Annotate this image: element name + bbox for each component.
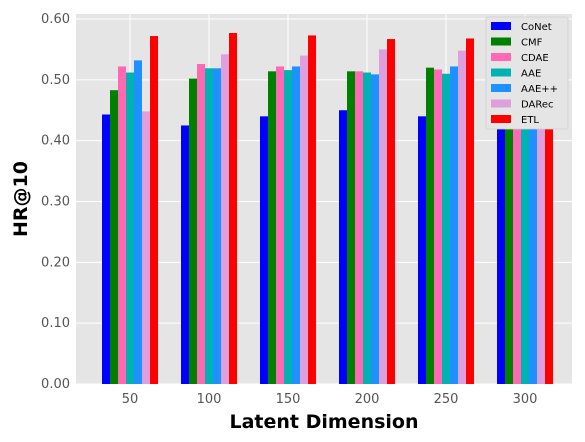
bar-aae-50 bbox=[126, 72, 134, 385]
bar-cdae-100 bbox=[197, 64, 205, 385]
bar-cdae-200 bbox=[355, 71, 363, 385]
bar-aae-150 bbox=[284, 70, 292, 384]
y-tick-label: 0.30 bbox=[41, 195, 70, 210]
x-tick-label: 200 bbox=[355, 392, 380, 407]
bar-cdae-250 bbox=[434, 69, 442, 384]
bar-etl-200 bbox=[387, 39, 395, 384]
bar-cmf-50 bbox=[110, 90, 118, 385]
x-tick-labels: 50 100 150 200 250 300 bbox=[122, 392, 538, 407]
bar-etl-150 bbox=[308, 35, 316, 385]
y-tick-label: 0.20 bbox=[41, 255, 70, 270]
bar-cmf-100 bbox=[189, 78, 197, 384]
legend-label: CMF bbox=[521, 38, 543, 49]
legend-swatch bbox=[491, 99, 511, 108]
bar-conet-100 bbox=[181, 125, 189, 384]
legend-label: ETL bbox=[521, 115, 539, 126]
y-tick-label: 0.00 bbox=[41, 377, 70, 392]
bar-aaeplusplus-200 bbox=[371, 74, 379, 384]
bars bbox=[102, 32, 553, 385]
bar-aaeplusplus-300 bbox=[529, 73, 537, 384]
y-axis-title: HR@10 bbox=[10, 161, 32, 237]
bar-aaeplusplus-250 bbox=[450, 66, 458, 384]
y-tick-label: 0.10 bbox=[41, 316, 70, 331]
bar-aae-250 bbox=[442, 73, 450, 384]
y-tick-label: 0.50 bbox=[41, 73, 70, 88]
bar-cmf-250 bbox=[426, 67, 434, 385]
legend-label: AAE bbox=[521, 69, 541, 80]
bar-conet-250 bbox=[418, 116, 426, 384]
legend-label: DARec bbox=[521, 100, 554, 111]
legend-swatch bbox=[491, 22, 511, 30]
legend-label: AAE++ bbox=[521, 84, 558, 95]
bar-etl-100 bbox=[229, 32, 237, 384]
bar-aae-200 bbox=[363, 72, 371, 385]
bar-conet-200 bbox=[339, 110, 347, 384]
bar-etl-250 bbox=[466, 38, 474, 384]
y-tick-labels: 0.00 0.10 0.20 0.30 0.40 0.50 0.60 bbox=[41, 12, 70, 392]
bar-conet-300 bbox=[497, 110, 505, 384]
x-tick-label: 300 bbox=[513, 392, 538, 407]
legend-swatch bbox=[491, 84, 511, 92]
legend-swatch bbox=[491, 68, 511, 77]
x-axis-title: Latent Dimension bbox=[229, 411, 418, 433]
bar-cmf-200 bbox=[347, 71, 355, 385]
bar-conet-150 bbox=[260, 116, 268, 384]
legend-swatch bbox=[491, 53, 511, 61]
bar-darec-300 bbox=[537, 52, 545, 384]
x-tick-label: 250 bbox=[434, 392, 459, 407]
bar-aaeplusplus-50 bbox=[134, 60, 142, 384]
bar-darec-50 bbox=[142, 111, 150, 384]
x-tick-label: 150 bbox=[276, 392, 301, 407]
bar-cmf-300 bbox=[505, 68, 513, 384]
bar-darec-100 bbox=[221, 54, 229, 385]
bar-darec-150 bbox=[300, 55, 308, 384]
x-tick-label: 100 bbox=[197, 392, 222, 407]
legend: CoNet CMF CDAE AAE AAE++ DARec ETL bbox=[485, 16, 569, 130]
bar-cdae-150 bbox=[276, 66, 284, 384]
legend-label: CoNet bbox=[521, 22, 552, 33]
bar-aaeplusplus-100 bbox=[213, 68, 221, 385]
bar-aae-100 bbox=[205, 68, 213, 385]
y-tick-label: 0.60 bbox=[41, 12, 70, 27]
bar-etl-50 bbox=[150, 36, 158, 385]
bar-aaeplusplus-150 bbox=[292, 66, 300, 384]
x-tick-label: 50 bbox=[122, 392, 139, 407]
legend-swatch bbox=[491, 115, 511, 123]
bar-conet-50 bbox=[102, 114, 110, 384]
bar-aae-300 bbox=[521, 76, 529, 385]
bar-cmf-150 bbox=[268, 71, 276, 385]
legend-label: CDAE bbox=[521, 53, 549, 64]
bar-cdae-50 bbox=[118, 66, 126, 384]
legend-swatch bbox=[491, 37, 511, 46]
y-tick-label: 0.40 bbox=[41, 134, 70, 149]
bar-etl-300 bbox=[545, 32, 553, 385]
bar-darec-250 bbox=[458, 50, 466, 385]
bar-cdae-300 bbox=[513, 70, 521, 384]
bar-darec-200 bbox=[379, 49, 387, 385]
